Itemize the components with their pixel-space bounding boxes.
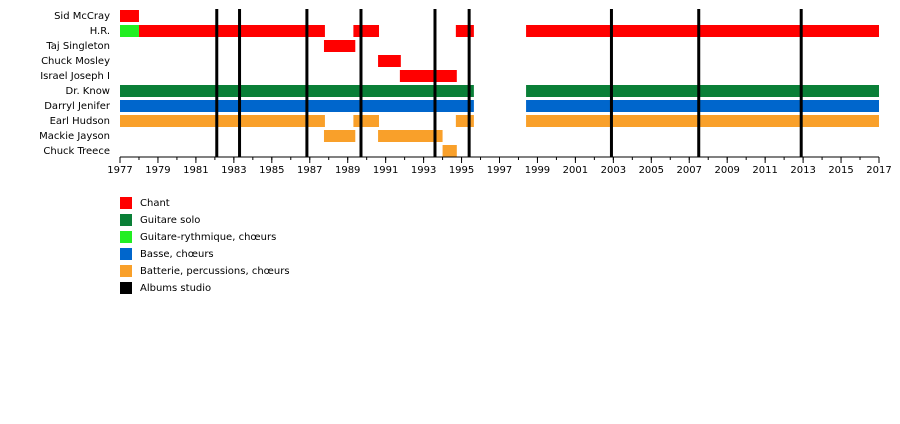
period-bar — [526, 85, 879, 97]
x-tick-label: 1983 — [221, 165, 246, 176]
legend-label: Albums studio — [140, 283, 211, 294]
period-bar — [526, 25, 879, 37]
row-label: Israel Joseph I — [40, 71, 110, 82]
x-tick-label: 1977 — [107, 165, 132, 176]
period-bar — [323, 130, 356, 142]
x-tick-label: 1997 — [487, 165, 512, 176]
x-tick-label: 2001 — [563, 165, 588, 176]
x-tick-label: 2015 — [828, 165, 853, 176]
legend-swatch — [120, 197, 132, 209]
legend-label: Batterie, percussions, chœurs — [140, 266, 290, 277]
row-label: Sid McCray — [54, 11, 110, 22]
x-tick-label: 2017 — [866, 165, 891, 176]
row-label: Chuck Mosley — [41, 56, 110, 67]
period-bar — [399, 70, 457, 82]
legend-swatch — [120, 248, 132, 260]
row-label: Chuck Treece — [43, 146, 110, 157]
x-tick-label: 2003 — [601, 165, 626, 176]
legend-label: Basse, chœurs — [140, 249, 214, 260]
period-bar — [455, 115, 474, 127]
period-bar — [526, 115, 879, 127]
legend-swatch — [120, 282, 132, 294]
x-tick-label: 2009 — [714, 165, 739, 176]
legend-label: Guitare solo — [140, 215, 200, 226]
period-bar — [378, 130, 443, 142]
period-bar — [120, 100, 474, 112]
x-tick-label: 1991 — [373, 165, 398, 176]
row-label: Taj Singleton — [45, 41, 110, 52]
period-bar — [120, 10, 139, 22]
row-label: Darryl Jenifer — [44, 101, 111, 112]
period-bar — [526, 100, 879, 112]
legend-swatch — [120, 231, 132, 243]
x-tick-label: 1993 — [411, 165, 436, 176]
x-tick-label: 1989 — [335, 165, 360, 176]
x-tick-label: 1999 — [525, 165, 550, 176]
x-tick-label: 2007 — [677, 165, 702, 176]
x-tick-label: 1985 — [259, 165, 284, 176]
period-bar — [353, 25, 380, 37]
x-tick-label: 2005 — [639, 165, 664, 176]
period-bar — [120, 115, 325, 127]
legend-label: Chant — [140, 198, 170, 209]
period-bar — [442, 145, 457, 157]
row-label: H.R. — [90, 26, 110, 37]
x-tick-label: 1987 — [297, 165, 322, 176]
period-bar — [353, 115, 380, 127]
legend-label: Guitare-rythmique, chœurs — [140, 232, 276, 243]
row-label: Earl Hudson — [50, 116, 110, 127]
legend-swatch — [120, 265, 132, 277]
x-tick-label: 2013 — [790, 165, 815, 176]
period-bar — [120, 25, 139, 37]
period-bar — [323, 40, 356, 52]
legend-swatch — [120, 214, 132, 226]
x-tick-label: 1979 — [145, 165, 170, 176]
period-bar — [120, 85, 474, 97]
x-tick-label: 1981 — [183, 165, 208, 176]
period-bar — [138, 25, 325, 37]
x-tick-label: 2011 — [752, 165, 777, 176]
period-bar — [455, 25, 474, 37]
x-tick-label: 1995 — [449, 165, 474, 176]
row-label: Dr. Know — [66, 86, 110, 97]
period-bar — [378, 55, 401, 67]
row-label: Mackie Jayson — [39, 131, 110, 142]
